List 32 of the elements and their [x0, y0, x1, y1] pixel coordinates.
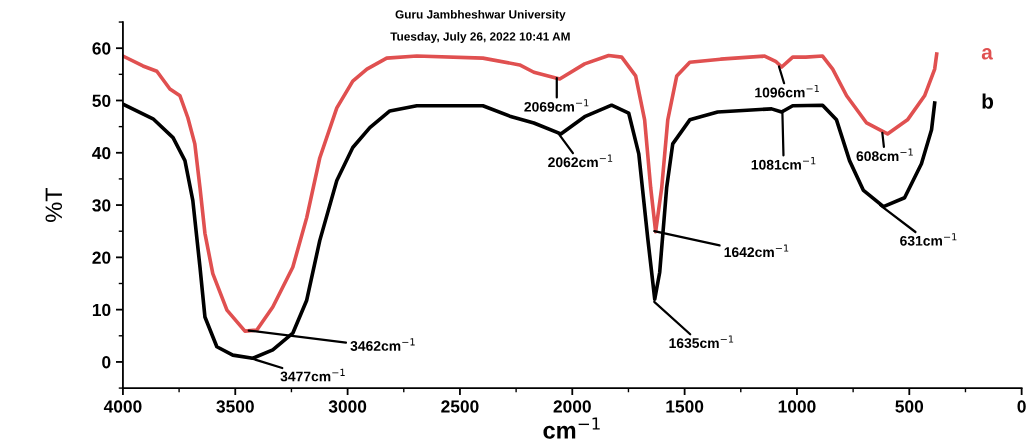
annotation: 1642cm$^{−1}$ — [724, 244, 789, 258]
y-tick-label: 20 — [92, 251, 111, 264]
text: Tuesday, July 26, 2022 10:41 AM — [390, 31, 570, 43]
x-tick-label: 2500 — [441, 400, 479, 413]
y-tick-label: 50 — [92, 94, 111, 107]
annotation: 1635cm$^{−1}$ — [669, 335, 734, 349]
x-tick-label: 500 — [895, 400, 924, 413]
x-tick-label: 1000 — [778, 400, 816, 413]
y-tick-label: 0 — [102, 356, 111, 369]
annotation: 3477cm$^{−1}$ — [280, 368, 345, 382]
y-tick-label: 60 — [92, 42, 111, 55]
annotation: 608cm$^{−1}$ — [856, 148, 913, 162]
y-tick-label: 40 — [92, 146, 111, 160]
x-axis-title: cm$^{−1}$ — [543, 417, 600, 439]
annotation: 2069cm$^{−1}$ — [524, 99, 589, 112]
x-tick-label: 4000 — [103, 400, 142, 413]
x-tick-label: 3000 — [328, 400, 367, 413]
y-tick-label: 10 — [92, 303, 111, 317]
x-tick-label: 0 — [1017, 400, 1026, 413]
text: a — [981, 48, 993, 60]
annotation: 3462cm$^{−1}$ — [350, 338, 415, 351]
annotation: 631cm$^{−1}$ — [900, 233, 957, 246]
text: b — [982, 93, 994, 109]
annotation: 2062cm$^{−1}$ — [548, 154, 613, 168]
chart-title: Guru Jambheshwar University — [395, 9, 566, 21]
x-tick-label: 2000 — [553, 400, 591, 413]
x-tick-label: 1500 — [666, 400, 704, 413]
annotation: 1096cm$^{−1}$ — [755, 84, 819, 98]
annotation: 1081cm$^{−1}$ — [751, 157, 816, 170]
x-tick-label: 3500 — [216, 400, 254, 413]
y-tick-label: 30 — [92, 199, 111, 212]
y-axis-title: %T — [45, 187, 63, 222]
